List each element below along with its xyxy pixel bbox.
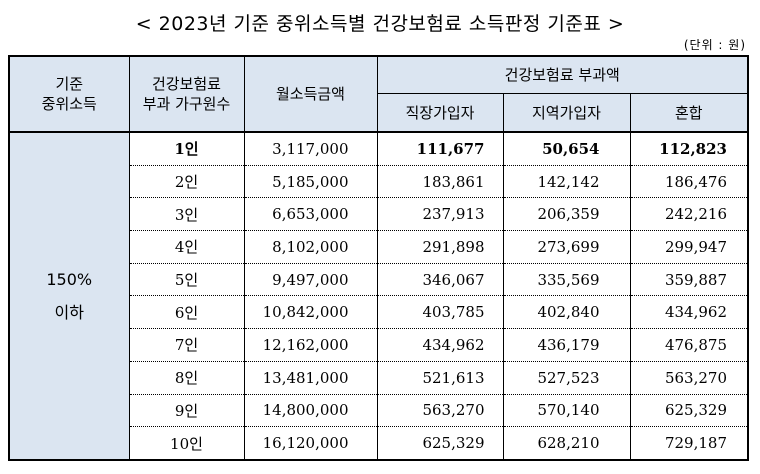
income-cell: 10,842,000 xyxy=(243,295,378,330)
regional-premium-cell: 142,142 xyxy=(502,165,631,199)
income-cell: 16,120,000 xyxy=(243,426,378,461)
table-row: 9인 14,800,000 563,270 570,140 625,329 xyxy=(9,394,749,428)
header-median-income-line2: 중위소득 xyxy=(41,95,97,113)
household-cell: 10인 xyxy=(128,426,245,461)
income-cell: 13,481,000 xyxy=(243,361,378,395)
income-cell: 8,102,000 xyxy=(243,230,378,264)
header-employee: 직장가입자 xyxy=(376,93,504,133)
mixed-premium-cell: 112,823 xyxy=(629,130,749,166)
mixed-premium-cell: 359,887 xyxy=(629,263,749,297)
table-row: 7인 12,162,000 434,962 436,179 476,875 xyxy=(9,328,749,362)
household-cell: 6인 xyxy=(128,295,245,330)
regional-premium-cell: 50,654 xyxy=(502,130,631,166)
regional-premium-cell: 436,179 xyxy=(502,328,631,362)
regional-premium-cell: 206,359 xyxy=(502,197,631,232)
header-household: 건강보험료 부과 가구원수 xyxy=(128,55,245,133)
table-row: 5인 9,497,000 346,067 335,569 359,887 xyxy=(9,263,749,297)
header-median-income-line1: 기준 xyxy=(55,75,84,93)
regional-premium-cell: 628,210 xyxy=(502,426,631,461)
household-cell: 7인 xyxy=(128,328,245,362)
income-cell: 6,653,000 xyxy=(243,197,378,232)
group-label-line: 이하 xyxy=(54,302,84,322)
header-monthly-income: 월소득금액 xyxy=(243,55,378,133)
table-row: 6인 10,842,000 403,785 402,840 434,962 xyxy=(9,295,749,330)
group-cell: 150% 이하 xyxy=(8,131,130,461)
employee-premium-cell: 625,329 xyxy=(376,426,504,461)
table-row: 8인 13,481,000 521,613 527,523 563,270 xyxy=(9,361,749,395)
table-row: 2인 5,185,000 183,861 142,142 186,476 xyxy=(9,165,749,199)
income-cell: 12,162,000 xyxy=(243,328,378,362)
mixed-premium-cell: 186,476 xyxy=(629,165,749,199)
mixed-premium-cell: 476,875 xyxy=(629,328,749,362)
employee-premium-cell: 237,913 xyxy=(376,197,504,232)
regional-premium-cell: 527,523 xyxy=(502,361,631,395)
mixed-premium-cell: 242,216 xyxy=(629,197,749,232)
household-cell: 5인 xyxy=(128,263,245,297)
income-cell: 9,497,000 xyxy=(243,263,378,297)
household-cell: 1인 xyxy=(128,130,245,166)
income-cell: 5,185,000 xyxy=(243,165,378,199)
employee-premium-cell: 403,785 xyxy=(376,295,504,330)
employee-premium-cell: 111,677 xyxy=(376,130,504,166)
header-regional: 지역가입자 xyxy=(502,93,631,133)
regional-premium-cell: 273,699 xyxy=(502,230,631,264)
income-cell: 14,800,000 xyxy=(243,394,378,428)
group-label-line: 150% xyxy=(46,269,93,289)
employee-premium-cell: 434,962 xyxy=(376,328,504,362)
income-cell: 3,117,000 xyxy=(243,130,378,166)
employee-premium-cell: 346,067 xyxy=(376,263,504,297)
regional-premium-cell: 335,569 xyxy=(502,263,631,297)
mixed-premium-cell: 299,947 xyxy=(629,230,749,264)
premium-table: 기준 중위소득 건강보험료 부과 가구원수 월소득금액 건강보험료 부과액 직장… xyxy=(8,55,749,461)
household-cell: 4인 xyxy=(128,230,245,264)
table-row: 3인 6,653,000 237,913 206,359 242,216 xyxy=(9,197,749,232)
unit-note: (단위 : 원) xyxy=(683,38,746,52)
table-row: 4인 8,102,000 291,898 273,699 299,947 xyxy=(9,230,749,264)
employee-premium-cell: 521,613 xyxy=(376,361,504,395)
header-median-income: 기준 중위소득 xyxy=(8,55,130,133)
table-row: 150% 이하 1인 3,117,000 111,677 50,654 112,823 xyxy=(8,130,749,461)
regional-premium-cell: 402,840 xyxy=(502,295,631,330)
mixed-premium-cell: 434,962 xyxy=(629,295,749,330)
mixed-premium-cell: 563,270 xyxy=(629,361,749,395)
header-mixed: 혼합 xyxy=(629,93,749,133)
header-household-line2: 부과 가구원수 xyxy=(142,95,231,113)
household-cell: 2인 xyxy=(128,165,245,199)
table-row: 10인 16,120,000 625,329 628,210 729,187 xyxy=(9,426,749,461)
header-household-line1: 건강보험료 xyxy=(151,75,221,93)
regional-premium-cell: 570,140 xyxy=(502,394,631,428)
employee-premium-cell: 563,270 xyxy=(376,394,504,428)
table-body: 150% 이하 1인 3,117,000 111,677 50,654 112,823 2인 5… xyxy=(8,130,749,461)
household-cell: 9인 xyxy=(128,394,245,428)
household-cell: 3인 xyxy=(128,197,245,232)
mixed-premium-cell: 625,329 xyxy=(629,394,749,428)
household-cell: 8인 xyxy=(128,361,245,395)
mixed-premium-cell: 729,187 xyxy=(629,426,749,461)
page-title: < 2023년 기준 중위소득별 건강보험료 소득판정 기준표 > xyxy=(135,13,625,35)
employee-premium-cell: 291,898 xyxy=(376,230,504,264)
employee-premium-cell: 183,861 xyxy=(376,165,504,199)
header-premium-group: 건강보험료 부과액 xyxy=(376,55,749,94)
